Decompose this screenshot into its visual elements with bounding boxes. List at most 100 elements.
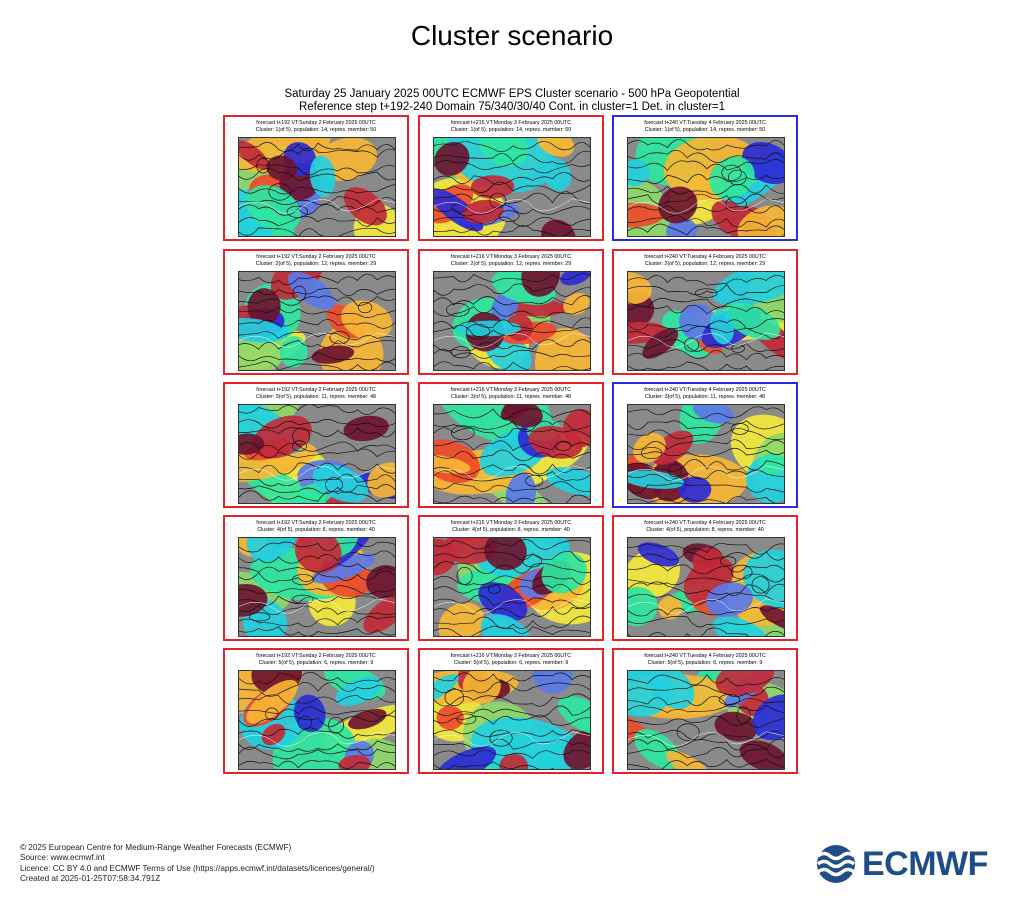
panel-title: forecast t+216 VT:Monday 3 February 2025…	[420, 254, 602, 268]
anomaly-shading	[628, 203, 665, 228]
geopotential-contour	[628, 361, 784, 370]
geopotential-contour	[239, 361, 395, 370]
panel-forecast-line: forecast t+240 VT:Tuesday 4 February 202…	[644, 520, 766, 526]
geopotential-contour	[434, 583, 590, 595]
anomaly-shading	[705, 582, 753, 617]
ecmwf-logo-text: ECMWF	[862, 845, 988, 883]
anomaly-shading	[311, 553, 375, 584]
cluster-panel: forecast t+216 VT:Monday 3 February 2025…	[418, 249, 604, 375]
geopotential-contour	[239, 490, 395, 503]
panel-cluster-line: Cluster: 2(of 5), population: 12, repres…	[255, 261, 377, 267]
geopotential-contour	[721, 164, 742, 181]
geopotential-contour	[434, 339, 590, 352]
anomaly-shading	[633, 433, 666, 463]
footer-created: Created at 2025-01-25T07:58:34.791Z	[20, 873, 161, 883]
geopotential-contour	[239, 715, 395, 727]
anomaly-shading	[737, 205, 784, 236]
geopotential-contour	[628, 283, 784, 296]
geopotential-contour	[731, 344, 745, 353]
geopotential-contour	[628, 673, 784, 687]
panel-cluster-line: Cluster: 3(of 5), population: 11, repres…	[450, 394, 572, 400]
anomaly-shading	[338, 755, 371, 769]
geopotential-contour	[239, 760, 395, 769]
geopotential-contour	[256, 158, 270, 174]
geopotential-contour	[239, 706, 395, 717]
geopotential-contour	[434, 306, 590, 319]
geopotential-contour	[489, 729, 513, 747]
cluster-panel: forecast t+240 VT:Tuesday 4 February 202…	[612, 249, 798, 375]
panel-forecast-line: forecast t+192 VT:Sunday 2 February 2025…	[256, 254, 376, 260]
panel-title: forecast t+240 VT:Tuesday 4 February 202…	[614, 520, 796, 534]
coastline	[434, 332, 590, 348]
geopotential-contour	[725, 196, 747, 213]
panel-title: forecast t+240 VT:Tuesday 4 February 202…	[614, 653, 796, 667]
geopotential-map	[627, 537, 785, 637]
geopotential-contour	[434, 191, 590, 204]
geopotential-contour	[487, 584, 501, 594]
anomaly-shading	[442, 538, 497, 565]
geopotential-contour	[751, 576, 770, 594]
anomaly-shading	[506, 299, 568, 317]
panel-title: forecast t+216 VT:Monday 3 February 2025…	[420, 387, 602, 401]
geopotential-map-graphic	[628, 405, 784, 503]
geopotential-contour	[357, 301, 373, 314]
geopotential-contour	[239, 184, 395, 195]
panel-title: forecast t+192 VT:Sunday 2 February 2025…	[225, 387, 407, 401]
coastline	[239, 465, 395, 481]
geopotential-map	[238, 670, 396, 770]
geopotential-map	[627, 404, 785, 504]
geopotential-contour	[434, 273, 590, 283]
geopotential-contour	[239, 319, 395, 329]
anomaly-shading	[247, 288, 281, 326]
geopotential-contour	[628, 447, 784, 458]
anomaly-shading	[628, 272, 652, 305]
geopotential-contour	[268, 183, 291, 201]
anomaly-shading	[436, 705, 464, 730]
geopotential-contour	[434, 440, 590, 451]
anomaly-shading	[714, 711, 758, 742]
anomaly-shading	[658, 596, 683, 620]
cluster-panel: forecast t+240 VT:Tuesday 4 February 202…	[612, 115, 798, 241]
geopotential-contour	[239, 626, 395, 636]
geopotential-contour	[434, 561, 590, 574]
geopotential-contour	[628, 592, 784, 606]
geopotential-contour	[239, 287, 395, 296]
panel-cluster-line: Cluster: 5(of 5), population: 6, repres.…	[453, 660, 569, 666]
anomaly-shading	[563, 729, 590, 769]
geopotential-contour	[239, 273, 395, 286]
geopotential-contour	[239, 204, 395, 216]
footer-source: Source: www.ecmwf.int	[20, 853, 105, 863]
geopotential-contour	[628, 338, 784, 352]
cluster-panel: forecast t+192 VT:Sunday 2 February 2025…	[223, 249, 409, 375]
panel-title: forecast t+216 VT:Monday 3 February 2025…	[420, 653, 602, 667]
coastline	[434, 731, 590, 747]
panel-forecast-line: forecast t+192 VT:Sunday 2 February 2025…	[256, 520, 376, 526]
panel-cluster-line: Cluster: 3(of 5), population: 11, repres…	[255, 394, 377, 400]
geopotential-map-graphic	[434, 272, 590, 370]
geopotential-contour	[239, 671, 395, 685]
geopotential-contour	[239, 405, 395, 415]
panel-forecast-line: forecast t+240 VT:Tuesday 4 February 202…	[644, 120, 766, 126]
geopotential-map-graphic	[239, 405, 395, 503]
geopotential-map	[238, 137, 396, 237]
anomaly-shading	[541, 219, 576, 236]
panel-cluster-line: Cluster: 2(of 5), population: 12, repres…	[450, 261, 572, 267]
geopotential-map	[627, 137, 785, 237]
anomaly-shading	[758, 453, 784, 475]
geopotential-contour	[329, 331, 350, 345]
geopotential-contour	[628, 715, 784, 728]
geopotential-contour	[628, 318, 784, 331]
geopotential-contour	[292, 440, 307, 452]
geopotential-contour	[628, 496, 784, 503]
geopotential-contour	[239, 740, 395, 752]
anomaly-shading	[287, 272, 336, 310]
geopotential-contour	[434, 551, 590, 563]
geopotential-contour	[434, 606, 590, 618]
panel-forecast-line: forecast t+216 VT:Monday 3 February 2025…	[450, 254, 572, 260]
plot-subtitle-line-2: Reference step t+192-240 Domain 75/340/3…	[298, 101, 726, 113]
geopotential-contour	[730, 564, 753, 580]
geopotential-map-graphic	[628, 138, 784, 236]
geopotential-map	[238, 271, 396, 371]
cluster-panel: forecast t+240 VT:Tuesday 4 February 202…	[612, 382, 798, 508]
geopotential-contour	[451, 203, 467, 213]
